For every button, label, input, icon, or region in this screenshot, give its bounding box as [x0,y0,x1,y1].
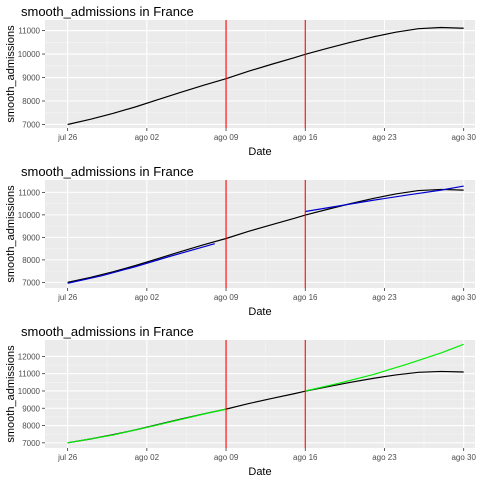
y-tick-label: 10000 [18,387,41,396]
chart-title: smooth_admissions in France [21,324,194,339]
x-tick-label: jul 26 [57,453,78,462]
y-tick-label: 7000 [22,120,40,129]
x-tick-label: ago 16 [293,453,318,462]
x-tick-label: ago 02 [135,293,160,302]
y-tick-label: 11000 [18,370,40,379]
series-line-1 [67,188,464,283]
y-tick-label: 9000 [22,404,40,413]
x-tick-label: ago 02 [135,453,160,462]
x-tick-label: ago 02 [135,133,160,142]
plot-panel-2 [45,180,475,288]
plot-panel-1 [45,20,475,128]
y-tick-label: 8000 [22,97,40,106]
x-tick-label: ago 23 [372,293,397,302]
y-tick-label: 9000 [22,233,40,242]
x-tick-label: ago 16 [293,133,318,142]
x-axis-label: Date [248,466,271,478]
y-tick-label: 9000 [22,74,40,83]
chart-title: smooth_admissions in France [21,164,194,179]
x-tick-label: ago 30 [451,293,476,302]
x-tick-label: ago 30 [451,453,476,462]
x-tick-label: ago 16 [293,293,318,302]
y-axis-label: smooth_admissions [5,345,17,443]
x-axis-label: Date [248,306,271,318]
y-tick-label: 11000 [18,27,40,36]
x-tick-label: ago 09 [214,453,239,462]
y-tick-label: 7000 [22,278,40,287]
x-tick-label: ago 30 [451,133,476,142]
x-tick-label: jul 26 [57,293,78,302]
series-line-3 [305,343,464,392]
y-tick-label: 10000 [18,50,41,59]
x-axis-label: Date [248,146,271,158]
series-line-2 [67,408,227,444]
x-tick-label: ago 23 [372,453,397,462]
series-line-1 [67,26,464,126]
y-tick-label: 8000 [22,422,40,431]
y-tick-label: 7000 [22,439,40,448]
y-tick-label: 11000 [18,188,40,197]
x-tick-label: jul 26 [57,133,78,142]
y-tick-label: 10000 [18,211,41,220]
chart-title: smooth_admissions in France [21,4,194,19]
series-line-2 [67,243,215,284]
y-axis-label: smooth_admissions [5,25,17,123]
series-line-3 [305,185,464,213]
y-axis-label: smooth_admissions [5,185,17,283]
x-tick-label: ago 23 [372,133,397,142]
y-tick-label: 8000 [22,256,40,265]
x-tick-label: ago 09 [214,133,239,142]
plot-panel-3 [45,340,475,448]
y-tick-label: 12000 [18,352,41,361]
x-tick-label: ago 09 [214,293,239,302]
